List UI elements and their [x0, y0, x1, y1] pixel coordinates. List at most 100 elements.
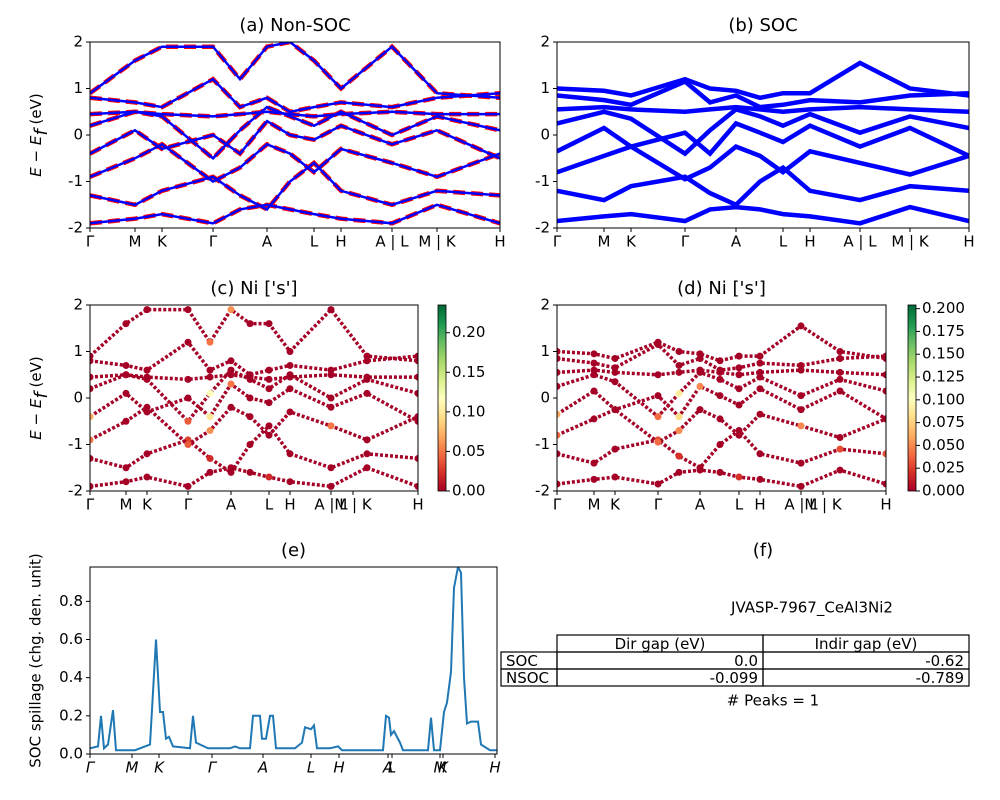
table-cell — [762, 668, 970, 687]
x-tick-label: H — [333, 759, 344, 777]
band-point — [122, 417, 130, 425]
x-tick-label: H — [880, 496, 891, 514]
bands — [90, 42, 500, 226]
band-line — [90, 339, 418, 377]
x-tick-label: Γ — [209, 233, 218, 251]
y-tick-label: 0 — [73, 126, 83, 144]
band-point — [143, 373, 151, 381]
band-point — [611, 406, 619, 414]
colorbar-tick-label: 0.175 — [922, 322, 965, 340]
band-point — [246, 413, 254, 421]
x-tick-label: H — [804, 233, 815, 251]
x-tick-label: L — [265, 496, 274, 514]
band-point — [363, 373, 371, 381]
band-point — [654, 371, 662, 379]
colorbar-tick-label: 0.200 — [922, 299, 965, 317]
x-tick-label: M | K — [334, 496, 373, 514]
band-point — [836, 387, 844, 395]
x-tick-label: Γ — [654, 496, 663, 514]
band-point — [227, 371, 235, 379]
x-tick-label: K — [157, 233, 168, 251]
band-line — [90, 110, 500, 118]
x-tick-label: M — [598, 233, 611, 251]
x-tick-label: A — [257, 759, 268, 777]
y-tick-label: -1 — [535, 435, 550, 453]
row-label: NSOC — [506, 669, 549, 687]
x-tick-label: H — [494, 233, 505, 251]
band-point — [246, 394, 254, 402]
bands — [557, 322, 886, 490]
band-point — [836, 466, 844, 474]
band-point — [265, 385, 273, 393]
band-line — [557, 164, 969, 208]
x-tick-label: M — [120, 496, 133, 514]
y-label-main: E − E — [27, 398, 45, 440]
band-point — [265, 375, 273, 383]
x-tick-label: M — [588, 496, 601, 514]
band-point — [327, 482, 335, 490]
band-line — [90, 118, 500, 161]
x-tick-label: A | L — [843, 233, 877, 251]
band-point — [414, 417, 418, 425]
band-line — [90, 76, 500, 115]
band-point — [557, 382, 561, 390]
band-point — [735, 473, 743, 481]
band-point — [557, 348, 561, 355]
band-point — [184, 482, 192, 490]
table-value: -0.62 — [925, 652, 964, 670]
band-point — [654, 392, 662, 400]
band-point — [286, 361, 294, 369]
band-point — [836, 434, 844, 442]
band-point — [122, 361, 130, 369]
table-title: JVASP-7967_CeAl3Ni2 — [730, 599, 893, 618]
band-point — [265, 422, 273, 430]
x-tick-label: A | L — [314, 496, 348, 514]
band-point — [363, 352, 371, 360]
band-point — [756, 475, 764, 483]
y-tick-label: 1 — [73, 342, 83, 360]
band-point — [206, 389, 214, 397]
band-line — [557, 407, 886, 445]
band-point — [246, 441, 254, 448]
band-point — [143, 473, 151, 481]
x-tick-label: M | K — [418, 233, 457, 251]
band-point — [797, 422, 805, 430]
band-point — [90, 436, 94, 444]
band-point — [756, 410, 764, 418]
band-line — [90, 381, 418, 423]
x-tick-label: H — [412, 496, 423, 514]
band-line — [90, 203, 500, 225]
band-point — [590, 459, 598, 467]
band-point — [590, 366, 598, 374]
band-point — [611, 378, 619, 386]
band-point — [557, 480, 561, 488]
band-line — [90, 159, 500, 213]
y-axis-label: E − Ef (eV) — [27, 356, 53, 439]
band-point — [143, 450, 151, 458]
colorbar-tick-label: 0.150 — [922, 345, 965, 363]
band-point — [327, 422, 335, 430]
band-point — [414, 454, 418, 462]
band-point — [143, 408, 151, 416]
band-line — [557, 368, 886, 377]
band-point — [735, 371, 743, 379]
colorbar-tick-label: 0.100 — [922, 390, 965, 408]
y-tick-label: -2 — [535, 219, 550, 237]
band-point — [206, 366, 214, 374]
y-tick-label: 0 — [540, 126, 550, 144]
band-line — [557, 468, 886, 489]
band-point — [265, 320, 273, 328]
band-point — [227, 357, 235, 365]
x-tick-label: L — [779, 233, 788, 251]
band-point — [557, 354, 561, 362]
y-tick-label: 1 — [540, 79, 550, 97]
band-point — [675, 348, 683, 355]
panel-title: (d) Ni ['s'] — [677, 278, 766, 299]
band-point — [735, 364, 743, 372]
x-tick-label: Γ — [86, 759, 96, 777]
band-point — [184, 441, 192, 448]
band-point — [557, 431, 561, 439]
band-point — [675, 413, 683, 421]
x-tick-label: Γ — [208, 759, 218, 777]
